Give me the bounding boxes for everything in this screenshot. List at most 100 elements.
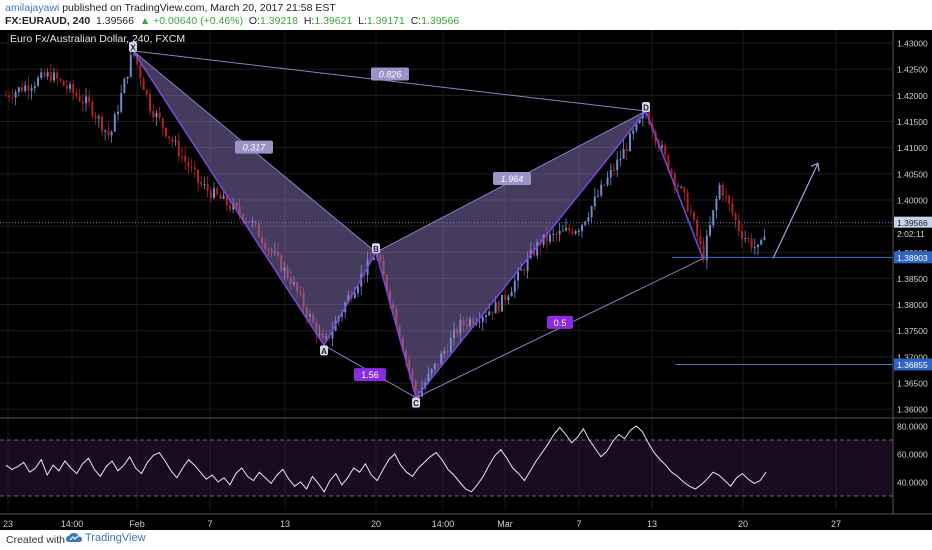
candle-body: [408, 359, 411, 372]
candle-body: [161, 118, 164, 128]
footer: Created with TradingView: [0, 530, 932, 550]
axes: 1.43000 1.42500 1.42000 1.41500 1.41000 1.405…: [0, 30, 932, 529]
y-tick-label: 1.41500: [897, 117, 928, 127]
x-tick-label: 7: [207, 519, 212, 529]
ratio-label-box: [547, 315, 573, 329]
candle-body: [677, 185, 679, 188]
candle-body: [104, 130, 107, 132]
xab-triangle: [133, 50, 376, 346]
candle-body: [139, 64, 142, 79]
x-tick-label: 27: [831, 519, 841, 529]
candle-body: [718, 185, 721, 199]
candle-body: [753, 247, 756, 249]
candle-body: [619, 158, 622, 160]
candle-body: [581, 224, 583, 231]
published-text: published on TradingView.com, March 20, …: [62, 2, 336, 14]
candle-body: [597, 195, 599, 197]
candle-body: [389, 291, 391, 305]
ratio-label-box: [354, 368, 386, 382]
candle-body: [449, 337, 452, 353]
candle-body: [401, 337, 404, 351]
candle-body: [40, 72, 43, 78]
candle-body: [21, 87, 23, 92]
y-tick-label: 1.37500: [897, 326, 928, 336]
x-tick-label: 13: [647, 519, 657, 529]
ratio-label: 1.964: [501, 174, 524, 184]
candle-body: [411, 371, 414, 382]
candle-body: [277, 251, 279, 256]
y-tick-label: 1.38000: [897, 300, 928, 310]
rsi-line: [5, 425, 767, 493]
point-label: X: [130, 43, 136, 52]
candle-body: [632, 130, 635, 134]
candle-body: [609, 169, 612, 178]
author-link[interactable]: amilajayawi: [5, 2, 60, 14]
candle-body: [168, 136, 171, 139]
candle-body: [545, 234, 548, 242]
high-value: 1.39621: [314, 15, 353, 27]
candle-body: [11, 97, 14, 99]
candle-body: [261, 237, 263, 244]
candle-body: [177, 140, 180, 156]
ratio-label-box: [235, 140, 273, 154]
symbol-line: FX:EURAUD, 240 1.39566 ▲ +0.00640 (+0.46…: [5, 15, 459, 27]
ratio-label: 0.826: [379, 69, 402, 79]
candle-body: [206, 184, 209, 191]
high-label: H:: [303, 15, 315, 27]
candle-body: [257, 223, 260, 238]
candle-body: [635, 122, 638, 131]
candle-body: [280, 255, 283, 272]
leg-d-retrace: [645, 110, 704, 259]
candle-body: [728, 195, 731, 204]
candle-body: [69, 84, 71, 89]
candle-body: [197, 169, 199, 182]
chart-area[interactable]: X A B C D 0.826 0.317 1.964 1.56 0.5 1.43000 1.425…: [0, 30, 932, 530]
chart-background: [0, 30, 932, 530]
last-price-tag: 1.39566: [897, 218, 928, 228]
candle-body: [421, 388, 423, 397]
candle-body: [465, 324, 468, 327]
candle-body: [737, 220, 740, 232]
candle-body: [446, 351, 449, 353]
candle-body: [165, 127, 167, 137]
candle-body: [741, 231, 743, 239]
candle-body: [552, 233, 555, 235]
candle-body: [587, 217, 590, 222]
candle-body: [750, 238, 753, 248]
candle-body: [331, 330, 334, 339]
candle-body: [747, 238, 750, 240]
close-value: 1.39566: [421, 15, 460, 27]
candle-body: [30, 88, 33, 91]
candle-body: [53, 72, 55, 81]
candle-body: [392, 304, 395, 309]
candle-body: [129, 54, 132, 77]
rsi-tick-label: 40.0000: [897, 478, 928, 488]
rsi-tick-label: 80.0000: [897, 422, 928, 432]
candle-body: [731, 203, 734, 214]
candle-body: [398, 325, 401, 338]
candle-body: [142, 78, 145, 90]
candle-body: [565, 227, 567, 231]
y-tick-label: 1.38500: [897, 274, 928, 284]
x-tick-label: 14:00: [61, 519, 84, 529]
candle-body: [763, 236, 766, 241]
candle-body: [616, 159, 619, 171]
candle-body: [200, 181, 203, 185]
candle-body: [136, 54, 139, 65]
point-label: D: [643, 104, 649, 113]
candle-body: [193, 167, 196, 170]
x-tick-label: 7: [576, 519, 581, 529]
countdown-tag: 2:02:11: [897, 229, 925, 239]
candle-body: [171, 138, 174, 142]
candle-body: [629, 133, 631, 152]
y-tick-label: 1.37000: [897, 352, 928, 362]
bcd-triangle: [376, 111, 646, 398]
candle-body: [488, 311, 491, 316]
candle-body: [241, 214, 244, 222]
candle-body: [494, 302, 497, 314]
candle-body: [264, 243, 267, 249]
tradingview-logo[interactable]: TradingView: [66, 532, 146, 544]
publish-header: amilajayawi published on TradingView.com…: [0, 0, 932, 30]
candle-body: [501, 294, 503, 312]
candle-body: [715, 198, 718, 211]
